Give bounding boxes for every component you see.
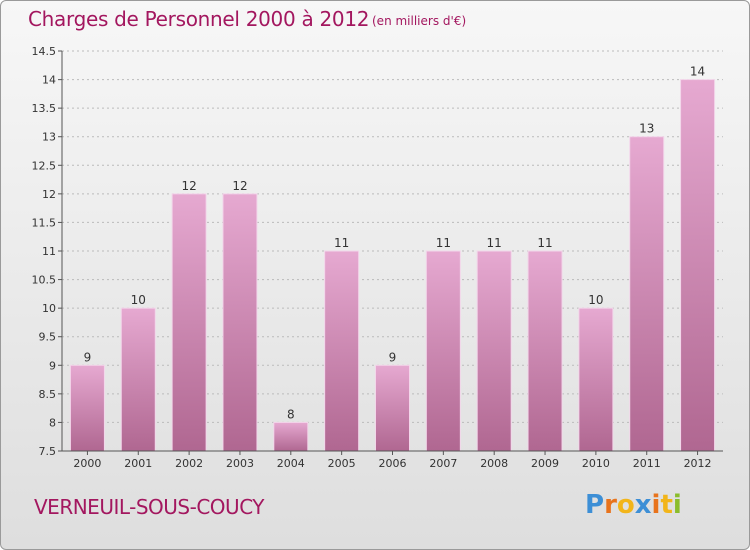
x-tick-label: 2001 — [124, 457, 152, 470]
logo-letter: r — [604, 490, 617, 520]
x-tick-label: 2008 — [480, 457, 508, 470]
y-tick-label: 10 — [42, 302, 56, 315]
bar — [273, 421, 309, 452]
y-tick-label: 11 — [42, 245, 56, 258]
x-tick-label: 2009 — [531, 457, 559, 470]
x-tick-label: 2002 — [175, 457, 203, 470]
y-tick-label: 9 — [49, 359, 56, 372]
bar-value-label: 14 — [690, 65, 705, 79]
bar — [476, 250, 512, 452]
y-tick-label: 12 — [42, 188, 56, 201]
bar-value-label: 10 — [131, 293, 146, 307]
x-tick-label: 2005 — [328, 457, 356, 470]
bar — [375, 364, 410, 452]
y-tick-label: 10.5 — [32, 274, 57, 287]
x-tick-label: 2012 — [684, 457, 712, 470]
y-tick-label: 11.5 — [32, 216, 57, 229]
bar — [527, 250, 563, 452]
x-tick-label: 2011 — [633, 457, 661, 470]
logo-letter: t — [660, 490, 673, 520]
bar — [171, 193, 207, 452]
bar-value-label: 9 — [389, 350, 397, 364]
chart-subtitle: (en milliers d'€) — [372, 14, 467, 28]
y-tick-label: 8 — [49, 416, 56, 429]
bar-value-label: 11 — [436, 236, 451, 250]
bar — [120, 307, 156, 452]
x-tick-label: 2004 — [277, 457, 305, 470]
bar — [222, 193, 258, 452]
x-tick-label: 2000 — [73, 457, 101, 470]
logo-letter: o — [616, 490, 635, 520]
logo-letter: i — [651, 490, 661, 520]
bar — [425, 250, 461, 452]
y-tick-label: 12.5 — [32, 159, 57, 172]
bar-value-label: 10 — [588, 293, 603, 307]
chart-title: Charges de Personnel 2000 à 2012 — [28, 7, 370, 31]
logo-letter: P — [585, 490, 605, 520]
commune-name: VERNEUIL-SOUS-COUCY — [34, 495, 265, 519]
bar-value-label: 9 — [84, 350, 92, 364]
bar — [578, 307, 614, 452]
logo-letter: x — [634, 490, 652, 520]
x-tick-label: 2003 — [226, 457, 254, 470]
bar — [680, 79, 716, 452]
x-tick-label: 2010 — [582, 457, 610, 470]
bar — [69, 364, 105, 452]
y-tick-label: 8.5 — [39, 388, 57, 401]
logo-letter: i — [672, 490, 682, 520]
proxiti-logo[interactable]: Proxiti — [585, 490, 682, 520]
bar — [629, 136, 665, 452]
bar-value-label: 8 — [287, 407, 295, 421]
x-tick-label: 2006 — [379, 457, 407, 470]
x-tick-label: 2007 — [429, 457, 457, 470]
y-tick-label: 9.5 — [39, 331, 57, 344]
y-tick-label: 14.5 — [32, 45, 57, 58]
y-tick-label: 13 — [42, 131, 56, 144]
bar-value-label: 13 — [639, 122, 654, 136]
bar-value-label: 12 — [181, 179, 196, 193]
y-tick-label: 14 — [42, 74, 56, 87]
y-tick-label: 7.5 — [39, 445, 57, 458]
bar-value-label: 11 — [537, 236, 552, 250]
y-tick-label: 13.5 — [32, 102, 57, 115]
bar-value-label: 12 — [232, 179, 247, 193]
bar — [324, 250, 360, 452]
bar-value-label: 11 — [334, 236, 349, 250]
bar-value-label: 11 — [487, 236, 502, 250]
